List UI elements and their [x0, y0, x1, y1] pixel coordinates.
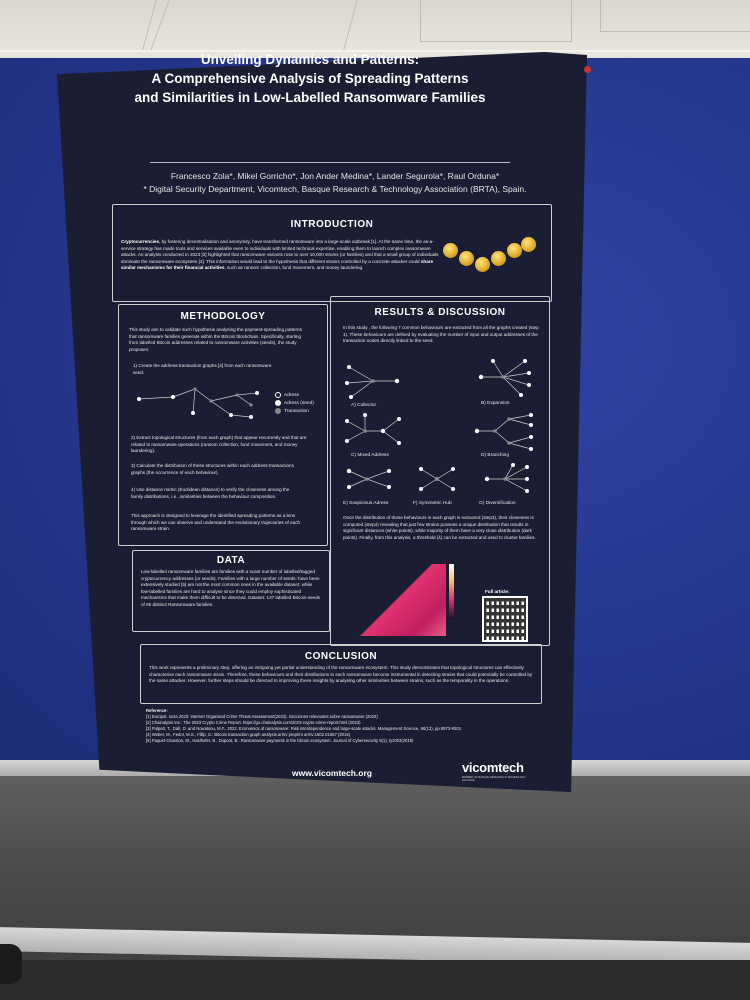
behaviour-e-label: E) Suspicious Adress — [343, 501, 389, 506]
methodology-box: METHODOLOGY This study aim to validate s… — [118, 304, 328, 546]
ceiling-tile — [420, 0, 572, 42]
behaviour-c-label: C) Mixed Address — [351, 453, 389, 458]
behaviour-b-label: B) Expansion — [481, 401, 510, 406]
intro-body: , by fostering decentralisation and anon… — [121, 239, 439, 264]
ceiling-tile — [141, 0, 361, 52]
methodology-heading: METHODOLOGY — [180, 311, 266, 322]
legend-seed: Adress (seed) — [284, 400, 314, 406]
research-poster — [57, 52, 587, 792]
coin-icon — [507, 243, 522, 258]
coin-icon — [459, 251, 474, 266]
legend-transaction: Transaction — [284, 408, 309, 414]
qr-code-icon[interactable] — [482, 596, 528, 642]
data-box: DATA Low-labelled ransomware families ar… — [132, 550, 330, 632]
behaviour-a-label: A) Collector — [351, 403, 377, 408]
reference-4: [4] Weber, M., Fedor, M.S., Fillip, S.: … — [146, 732, 351, 737]
references-heading: Reference: — [146, 708, 168, 713]
coin-icon — [475, 257, 490, 272]
introduction-text: Cryptocurrencies, by fostering decentral… — [121, 239, 441, 272]
results-box: RESULTS & DISCUSSION In this study , the… — [330, 296, 550, 646]
collector-graph — [345, 365, 400, 399]
ceiling-beam — [0, 50, 750, 52]
title-line-3: and Similarities in Low-Labelled Ransomw… — [134, 90, 486, 105]
vicomtech-url[interactable]: www.vicomtech.org — [292, 768, 372, 778]
conclusion-text: This work represents a preliminary step,… — [149, 665, 533, 684]
conclusion-box: CONCLUSION This work represents a prelim… — [140, 644, 542, 704]
title-line-1: Unveiling Dynamics and Patterns: — [200, 52, 420, 67]
ceiling-tile — [600, 0, 750, 32]
symmetric-hub-graph — [419, 467, 455, 491]
diversification-graph — [484, 463, 529, 493]
full-article-label: Full article: — [485, 589, 510, 594]
coin-icon — [521, 237, 536, 252]
methodology-step-2: 2) Extract topological structures (from … — [131, 435, 307, 454]
reference-2: [2] Chainalysis Inc.: The 2023 Crypto Cr… — [146, 720, 361, 725]
methodology-intro: This study aim to validate such hypothes… — [129, 327, 302, 352]
branching-graph — [474, 413, 533, 451]
graph-legend: Adress Adress (seed) Transaction — [275, 391, 314, 415]
seed-dot-icon — [275, 400, 281, 406]
introduction-box: INTRODUCTION Cryptocurrencies, by foster… — [112, 204, 552, 302]
title-line-2: A Comprehensive Analysis of Spreading Pa… — [151, 71, 469, 86]
behaviour-f-label: F) Symmetric Hub — [413, 501, 452, 506]
intro-bold-end: share similar mechanisms for their finan… — [121, 258, 434, 271]
methodology-step-1: 1) Create the address-transaction graphs… — [133, 363, 272, 375]
results-heading: RESULTS & DISCUSSION — [374, 307, 506, 318]
shoe — [0, 944, 22, 984]
reference-3: [3] Pulpett, T., Dah, D. and Nowatsou, M… — [146, 726, 463, 731]
results-analysis: Once the distribution of these behaviour… — [343, 515, 536, 540]
methodology-step-4: 4) Use distance metric (Euclidean distan… — [131, 487, 290, 499]
authors: Francesco Zola*, Mikel Gorricho*, Jon An… — [170, 171, 500, 181]
distance-heatmap — [348, 564, 446, 636]
references: Reference: [1] Europol. Iocta 2023: Inte… — [146, 708, 526, 744]
address-dot-icon — [275, 392, 281, 398]
methodology-closing: This approach is designed to leverage th… — [131, 513, 301, 532]
reference-1: [1] Europol. Iocta 2023: Internet Organi… — [146, 714, 378, 719]
intro-lead: Cryptocurrencies — [121, 239, 160, 244]
intro-tail: , such as ransom collection, fund moveme… — [224, 265, 364, 271]
vicomtech-logo: vicomtech — [462, 760, 524, 775]
data-text: Low-labelled ransomware families are fam… — [141, 569, 320, 607]
heatmap-colorbar — [449, 564, 454, 619]
title-divider — [150, 162, 510, 163]
pushpin — [584, 66, 591, 73]
coin-icon — [491, 251, 506, 266]
behaviour-d-label: D) Branching — [481, 453, 509, 458]
behaviour-g-label: G) Diversification — [479, 501, 516, 506]
suspicious-address-graph — [346, 468, 391, 489]
legend-address: Adress — [284, 392, 299, 398]
mixed-address-graph — [345, 413, 401, 445]
authors-block: Francesco Zola*, Mikel Gorricho*, Jon An… — [110, 170, 560, 196]
conclusion-heading: CONCLUSION — [304, 651, 378, 662]
reference-5: [5] Paquet-Clouston, M., Haslhofer, B., … — [146, 738, 414, 743]
methodology-step-3: 3) Calculate the distribution of these s… — [131, 463, 294, 475]
expansion-graph — [478, 359, 531, 397]
floor-shadow — [0, 960, 750, 1000]
vicomtech-logo-subtitle: MEMBER OF BASQUE RESEARCH & TECHNOLOGY A… — [462, 776, 526, 783]
poster-title: Unveiling Dynamics and Patterns: A Compr… — [80, 50, 540, 107]
affiliation: * Digital Security Department, Vicomtech… — [143, 184, 527, 194]
introduction-heading: INTRODUCTION — [290, 219, 374, 230]
transaction-dot-icon — [275, 408, 281, 414]
data-heading: DATA — [216, 555, 246, 566]
coin-icon — [443, 243, 458, 258]
address-transaction-graph — [137, 387, 259, 419]
results-intro: In this study , the following 7 common b… — [343, 325, 539, 344]
